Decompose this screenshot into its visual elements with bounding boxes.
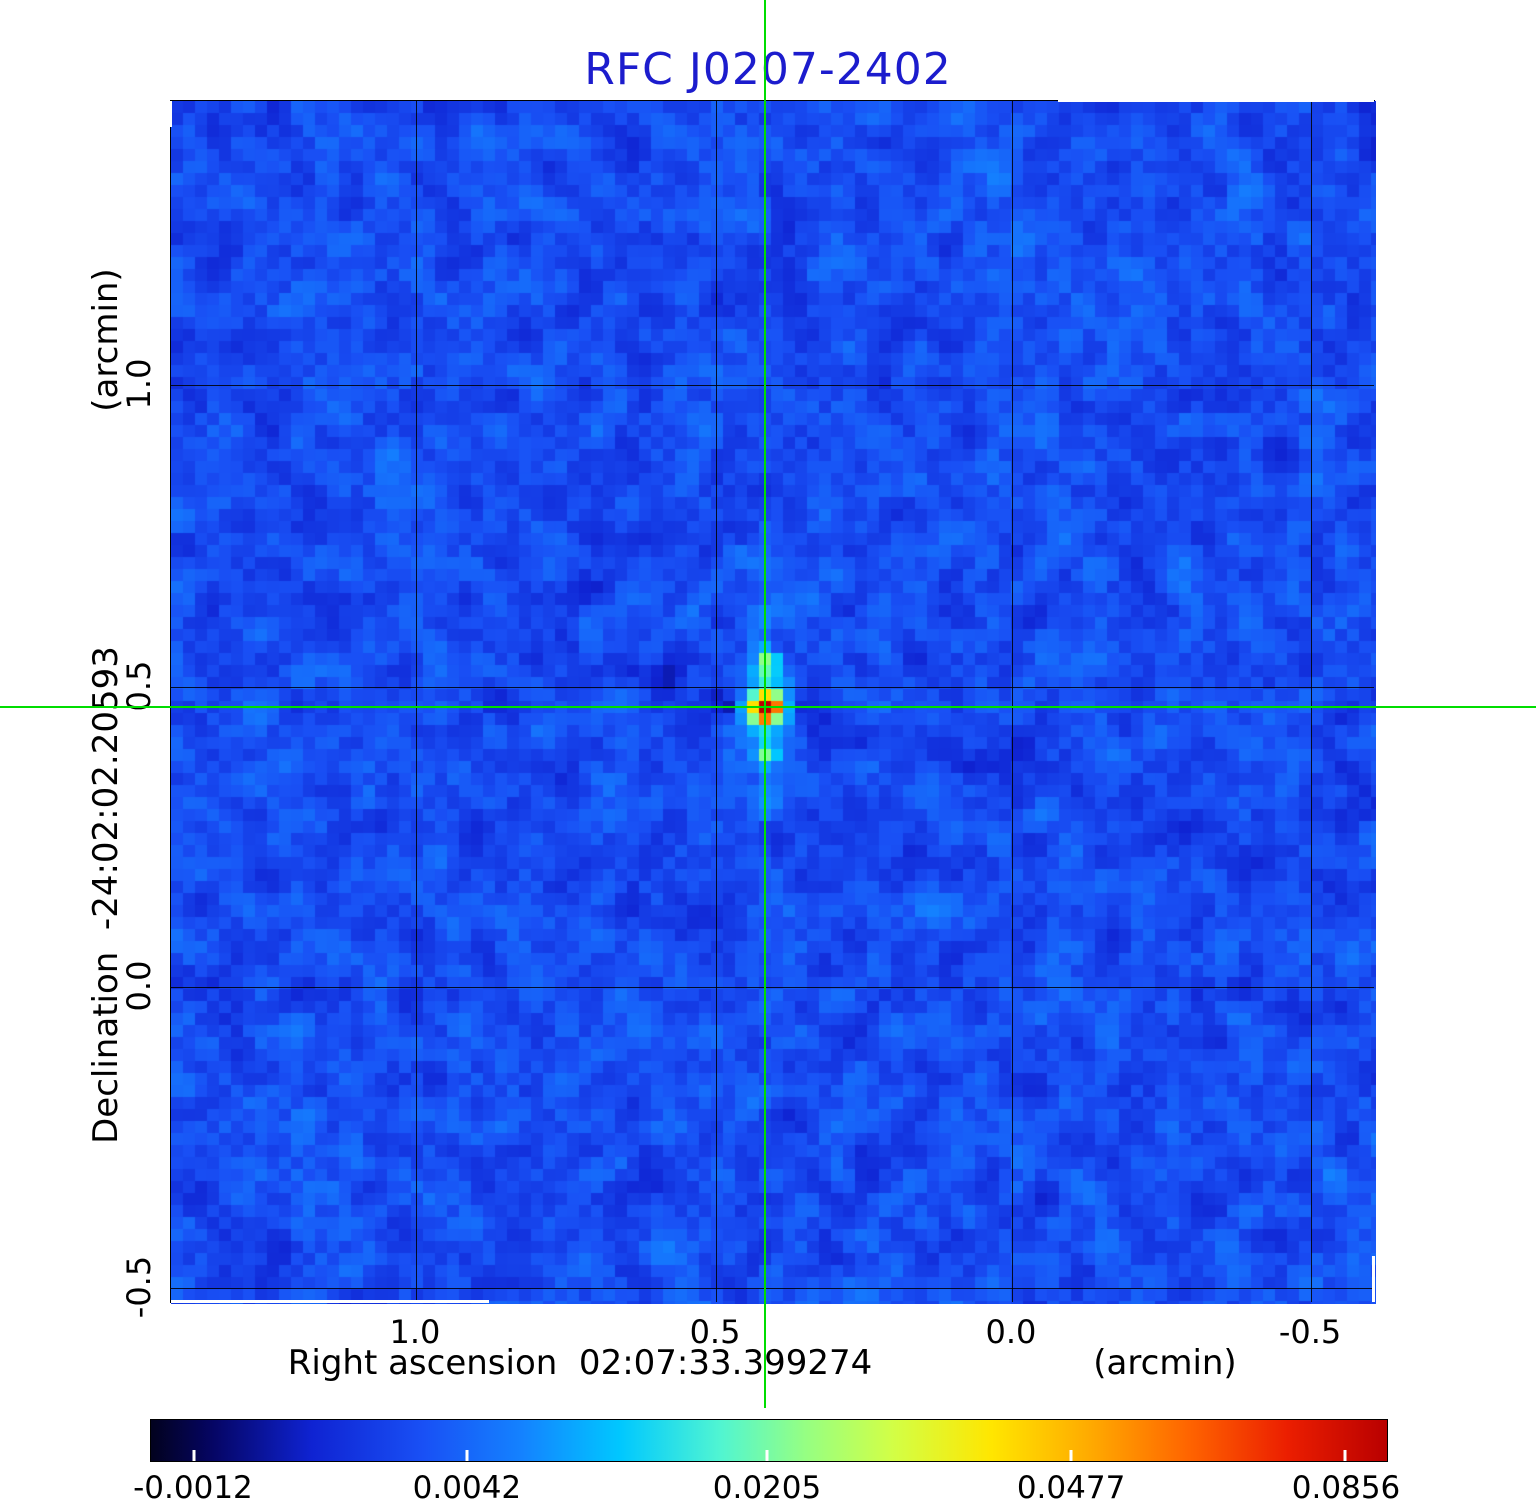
colorbar bbox=[150, 1419, 1388, 1462]
gridline-horizontal bbox=[171, 687, 1374, 689]
gridline-vertical bbox=[415, 101, 417, 1302]
colorbar-tick-mark bbox=[1343, 1450, 1347, 1461]
frame-artifact-right bbox=[1372, 1256, 1375, 1302]
frame-artifact-bottom bbox=[171, 1300, 489, 1303]
x-tick-label: 1.0 bbox=[389, 1313, 441, 1351]
gridline-horizontal bbox=[171, 987, 1374, 988]
colorbar-tick-label: 0.0856 bbox=[1291, 1470, 1401, 1506]
frame-artifact-top bbox=[1058, 99, 1374, 102]
gridline-vertical bbox=[716, 101, 718, 1302]
x-tick-label: 0.5 bbox=[689, 1313, 741, 1351]
colorbar-tick-mark bbox=[1069, 1450, 1073, 1461]
crosshair-horizontal-line bbox=[0, 706, 1536, 709]
sky-map-canvas bbox=[171, 101, 1376, 1304]
y-tick-label: 1.0 bbox=[120, 358, 158, 410]
x-axis-unit-label: (arcmin) bbox=[1093, 1343, 1237, 1383]
sky-map-plot bbox=[170, 100, 1376, 1304]
gridline-vertical bbox=[1311, 101, 1313, 1302]
x-tick-label: -0.5 bbox=[1278, 1313, 1342, 1351]
plot-title: RFC J0207-2402 bbox=[584, 44, 952, 95]
colorbar-tick-mark bbox=[765, 1450, 769, 1461]
y-tick-label: -0.5 bbox=[120, 1255, 158, 1319]
colorbar-tick-label: -0.0012 bbox=[133, 1470, 253, 1506]
gridline-horizontal bbox=[171, 1288, 1374, 1289]
x-tick-label: 0.0 bbox=[985, 1313, 1037, 1351]
x-axis-label: Right ascension 02:07:33.399274 bbox=[287, 1343, 873, 1383]
colorbar-tick-label: 0.0205 bbox=[712, 1470, 822, 1506]
frame-artifact-left bbox=[169, 101, 172, 127]
gridline-vertical bbox=[1011, 101, 1013, 1302]
colorbar-tick-mark bbox=[465, 1450, 469, 1461]
colorbar-tick-label: 0.0477 bbox=[1016, 1470, 1126, 1506]
y-tick-label: 0.5 bbox=[120, 660, 158, 712]
colorbar-tick-mark bbox=[192, 1450, 196, 1461]
y-tick-label: 0.0 bbox=[120, 960, 158, 1012]
y-axis-label: Declination -24:02:02.20593 bbox=[86, 646, 126, 1144]
crosshair-vertical-line bbox=[764, 0, 767, 1408]
gridline-horizontal bbox=[171, 385, 1374, 387]
colorbar-tick-label: 0.0042 bbox=[412, 1470, 522, 1506]
